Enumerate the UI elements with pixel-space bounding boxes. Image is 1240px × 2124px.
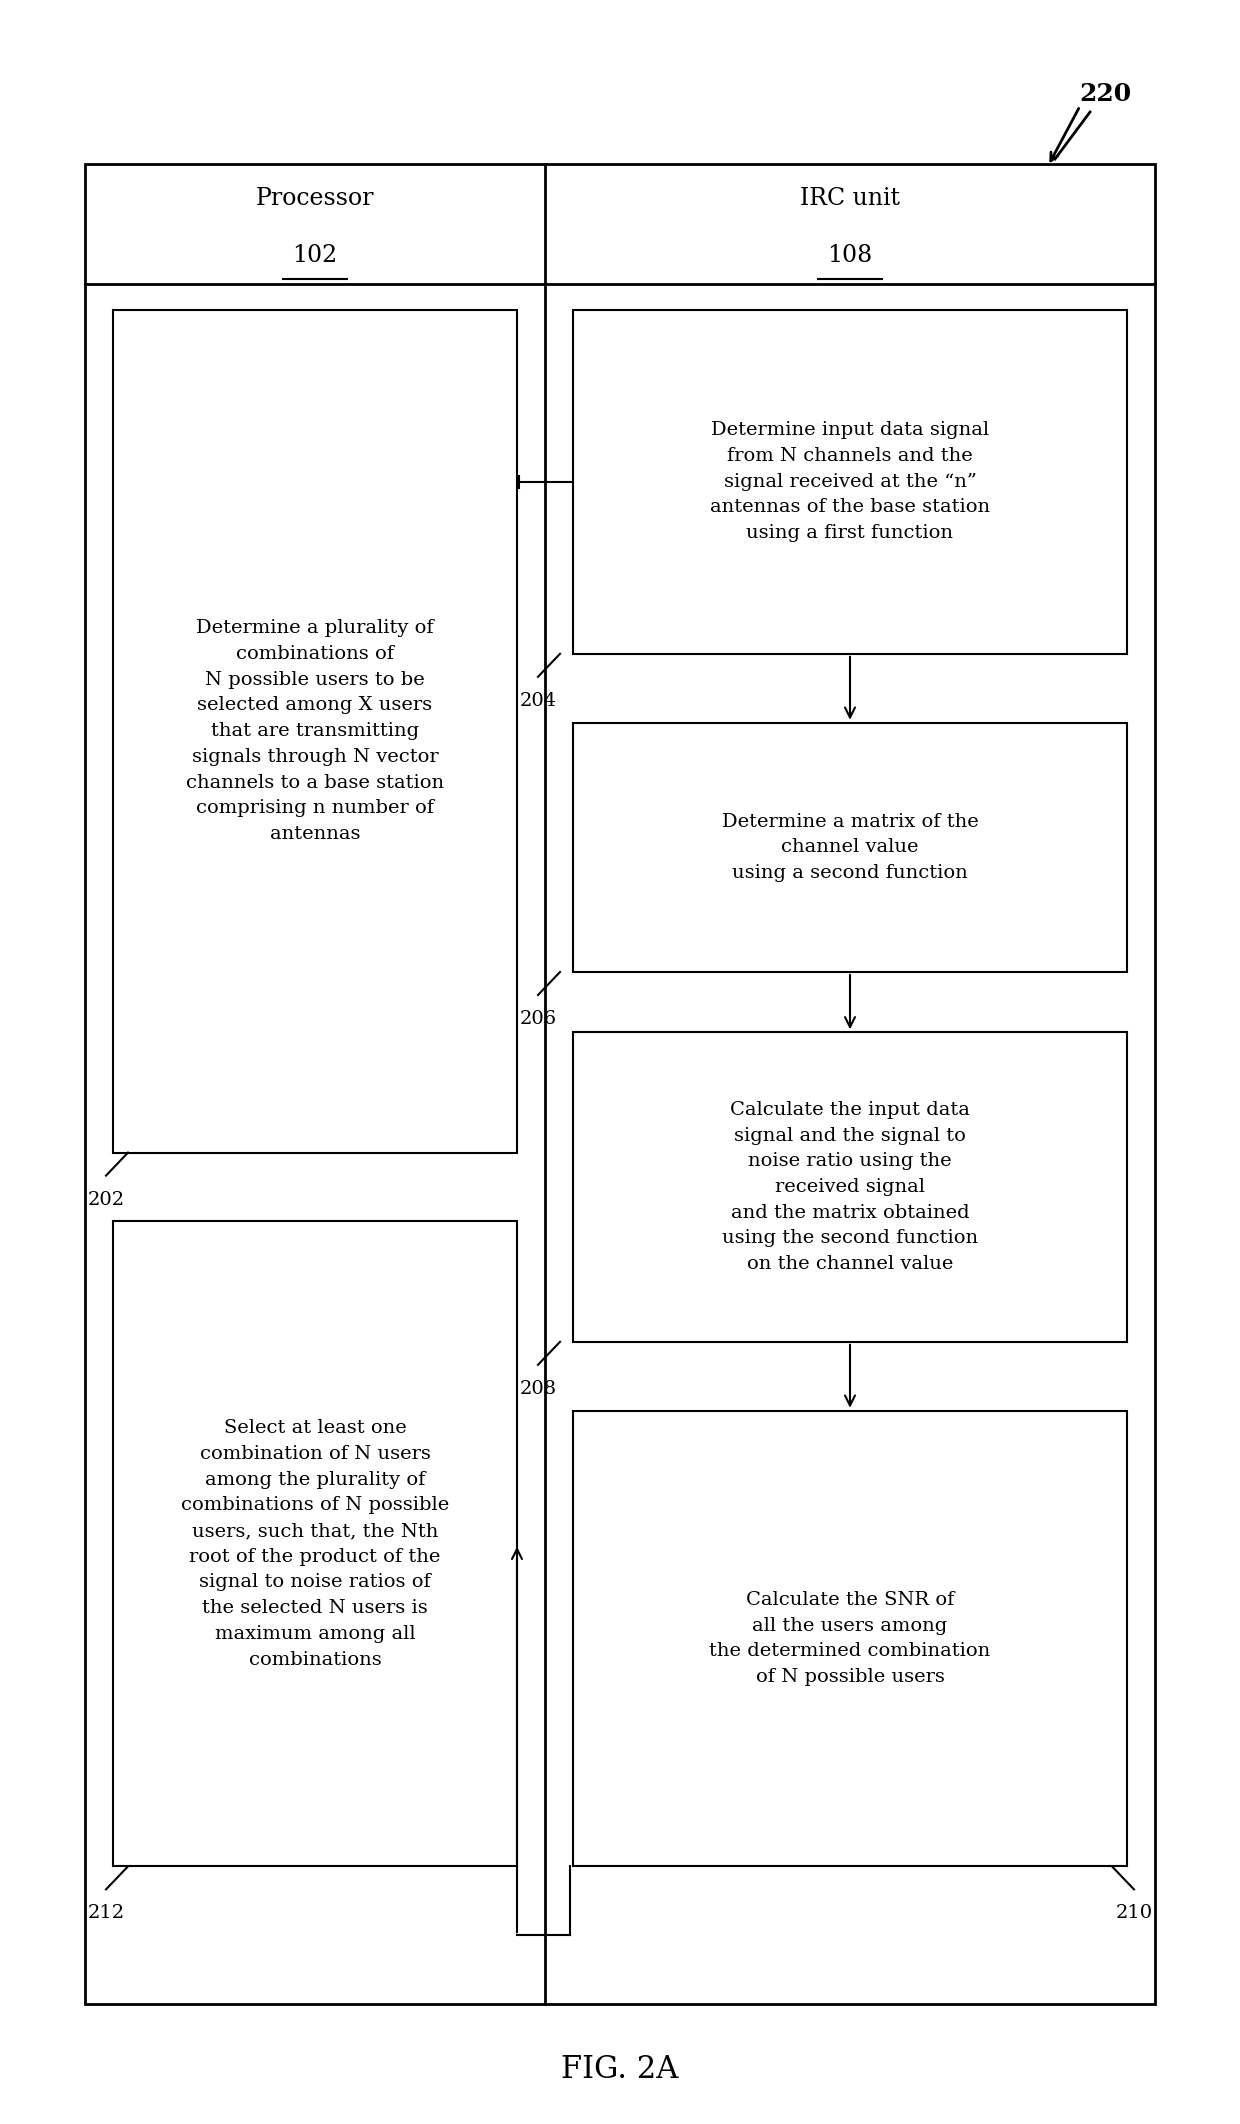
Text: 212: 212 <box>88 1905 124 1922</box>
Bar <box>573 722 1127 973</box>
Bar <box>573 1410 1127 1867</box>
Text: Determine input data signal
from N channels and the
signal received at the “n”
a: Determine input data signal from N chann… <box>711 421 990 542</box>
Text: 220: 220 <box>1079 83 1131 106</box>
Bar <box>573 310 1127 654</box>
Text: Select at least one
combination of N users
among the plurality of
combinations o: Select at least one combination of N use… <box>181 1419 449 1669</box>
Text: Determine a plurality of
combinations of
N possible users to be
selected among X: Determine a plurality of combinations of… <box>186 620 444 843</box>
Text: FIG. 2A: FIG. 2A <box>562 2054 678 2084</box>
Bar <box>86 164 1154 2005</box>
Bar <box>113 1221 517 1867</box>
Text: 210: 210 <box>1116 1905 1152 1922</box>
Text: Determine a matrix of the
channel value
using a second function: Determine a matrix of the channel value … <box>722 813 978 881</box>
Text: IRC unit: IRC unit <box>800 187 900 210</box>
Text: 208: 208 <box>520 1381 557 1398</box>
Text: 102: 102 <box>293 244 337 268</box>
Text: 202: 202 <box>88 1192 124 1209</box>
Text: Calculate the input data
signal and the signal to
noise ratio using the
received: Calculate the input data signal and the … <box>722 1100 978 1272</box>
Text: Calculate the SNR of
all the users among
the determined combination
of N possibl: Calculate the SNR of all the users among… <box>709 1591 991 1686</box>
Text: 206: 206 <box>520 1011 557 1028</box>
Bar <box>113 310 517 1153</box>
Bar <box>573 1032 1127 1342</box>
Text: Processor: Processor <box>255 187 374 210</box>
Text: 204: 204 <box>520 692 557 709</box>
Text: 108: 108 <box>827 244 873 268</box>
